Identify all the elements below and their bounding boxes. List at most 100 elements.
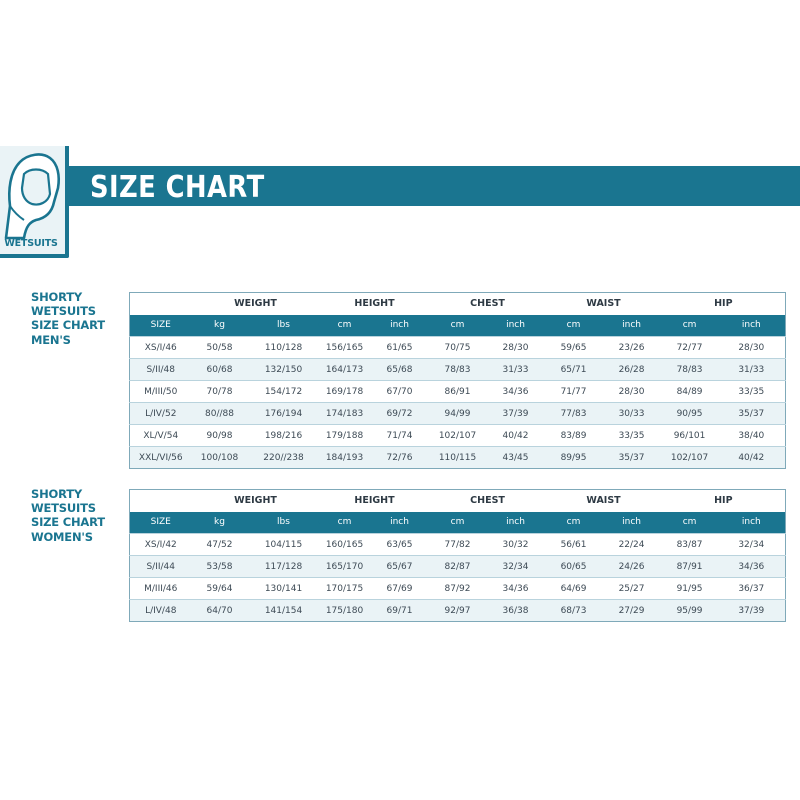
measurement-cell: 36/38 — [485, 599, 546, 622]
measurement-cell: 30/32 — [485, 533, 546, 556]
unit-header-cell: inch — [485, 314, 546, 337]
measurement-cell: 43/45 — [485, 446, 546, 469]
unit-header-cell: cm — [429, 511, 486, 534]
measurement-cell: 77/82 — [429, 533, 486, 556]
measurement-cell: 23/26 — [601, 336, 662, 359]
measurement-cell: 160/165 — [319, 533, 370, 556]
unit-header-cell: cm — [545, 314, 602, 337]
group-hip: HIP — [661, 489, 786, 512]
measurement-cell: 63/65 — [369, 533, 430, 556]
men-label-line: SIZE CHART — [31, 318, 105, 333]
measurement-cell: 28/30 — [601, 380, 662, 403]
measurement-cell: 67/70 — [369, 380, 430, 403]
table-row: XL/V/54 90/98 198/216 179/188 71/74 102/107 40… — [129, 424, 786, 447]
unit-header-cell: kg — [191, 511, 248, 534]
measurement-cell: 94/99 — [429, 402, 486, 425]
group-weight: WEIGHT — [191, 292, 320, 315]
measurement-cell: 96/101 — [661, 424, 718, 447]
measurement-cell: 92/97 — [429, 599, 486, 622]
size-cell: XL/V/54 — [129, 424, 192, 447]
measurement-cell: 110/115 — [429, 446, 486, 469]
measurement-cell: 130/141 — [247, 577, 320, 600]
measurement-cell: 40/42 — [717, 446, 786, 469]
measurement-cell: 26/28 — [601, 358, 662, 381]
measurement-cell: 71/74 — [369, 424, 430, 447]
measurement-cell: 169/178 — [319, 380, 370, 403]
table-row: XS/I/46 50/58 110/128 156/165 61/65 70/75 28/3… — [129, 336, 786, 359]
measurement-cell: 35/37 — [717, 402, 786, 425]
measurement-cell: 34/36 — [485, 380, 546, 403]
measurement-cell: 77/83 — [545, 402, 602, 425]
measurement-cell: 174/183 — [319, 402, 370, 425]
size-cell: L/IV/48 — [129, 599, 192, 622]
table-row: L/IV/48 64/70 141/154 175/180 69/71 92/97 36/3… — [129, 599, 786, 622]
measurement-cell: 80//88 — [191, 402, 248, 425]
measurement-cell: 165/170 — [319, 555, 370, 578]
measurement-cell: 28/30 — [717, 336, 786, 359]
measurement-cell: 56/61 — [545, 533, 602, 556]
unit-header-cell: cm — [661, 314, 718, 337]
measurement-cell: 25/27 — [601, 577, 662, 600]
measurement-cell: 72/77 — [661, 336, 718, 359]
measurement-cell: 40/42 — [485, 424, 546, 447]
measurement-cell: 37/39 — [485, 402, 546, 425]
women-label-line: SHORTY — [31, 487, 82, 501]
unit-header-cell: inch — [717, 314, 786, 337]
unit-header-cell: cm — [429, 314, 486, 337]
measurement-cell: 78/83 — [429, 358, 486, 381]
wetsuit-badge — [0, 146, 69, 258]
measurement-cell: 31/33 — [717, 358, 786, 381]
measurement-cell: 87/92 — [429, 577, 486, 600]
measurement-cell: 156/165 — [319, 336, 370, 359]
title-banner — [68, 166, 800, 206]
blank-cell — [129, 292, 192, 315]
group-header-row: WEIGHT HEIGHT CHEST WAIST HIP — [129, 489, 786, 512]
measurement-cell: 184/193 — [319, 446, 370, 469]
measurement-cell: 110/128 — [247, 336, 320, 359]
group-weight: WEIGHT — [191, 489, 320, 512]
unit-header-cell: cm — [319, 511, 370, 534]
measurement-cell: 28/30 — [485, 336, 546, 359]
women-label-line: SIZE CHART — [31, 515, 105, 530]
measurement-cell: 70/78 — [191, 380, 248, 403]
group-height: HEIGHT — [319, 489, 430, 512]
measurement-cell: 87/91 — [661, 555, 718, 578]
measurement-cell: 60/68 — [191, 358, 248, 381]
measurement-cell: 104/115 — [247, 533, 320, 556]
measurement-cell: 59/64 — [191, 577, 248, 600]
men-size-table: WEIGHT HEIGHT CHEST WAIST HIP SIZE kg lb… — [129, 292, 787, 469]
measurement-cell: 170/175 — [319, 577, 370, 600]
unit-header-cell: cm — [661, 511, 718, 534]
table-row: L/IV/52 80//88 176/194 174/183 69/72 94/99 37/… — [129, 402, 786, 425]
measurement-cell: 90/98 — [191, 424, 248, 447]
measurement-cell: 60/65 — [545, 555, 602, 578]
group-chest: CHEST — [429, 292, 546, 315]
unit-header-cell: inch — [601, 314, 662, 337]
measurement-cell: 198/216 — [247, 424, 320, 447]
measurement-cell: 33/35 — [717, 380, 786, 403]
unit-header-cell: SIZE — [129, 511, 192, 534]
measurement-cell: 24/26 — [601, 555, 662, 578]
table-row: M/III/50 70/78 154/172 169/178 67/70 86/91 34/… — [129, 380, 786, 403]
page-title: SIZE CHART — [90, 170, 265, 205]
measurement-cell: 69/72 — [369, 402, 430, 425]
blank-cell — [129, 489, 192, 512]
measurement-cell: 95/99 — [661, 599, 718, 622]
measurement-cell: 154/172 — [247, 380, 320, 403]
unit-header-cell: SIZE — [129, 314, 192, 337]
measurement-cell: 82/87 — [429, 555, 486, 578]
group-waist: WAIST — [545, 489, 662, 512]
men-section-label: SHORTY WETSUITS SIZE CHART MEN'S — [31, 290, 126, 347]
measurement-cell: 100/108 — [191, 446, 248, 469]
measurement-cell: 47/52 — [191, 533, 248, 556]
size-cell: L/IV/52 — [129, 402, 192, 425]
table-row: S/II/48 60/68 132/150 164/173 65/68 78/83 31/3… — [129, 358, 786, 381]
measurement-cell: 38/40 — [717, 424, 786, 447]
measurement-cell: 78/83 — [661, 358, 718, 381]
measurement-cell: 61/65 — [369, 336, 430, 359]
measurement-cell: 132/150 — [247, 358, 320, 381]
measurement-cell: 65/71 — [545, 358, 602, 381]
measurement-cell: 34/36 — [485, 577, 546, 600]
measurement-cell: 72/76 — [369, 446, 430, 469]
measurement-cell: 33/35 — [601, 424, 662, 447]
